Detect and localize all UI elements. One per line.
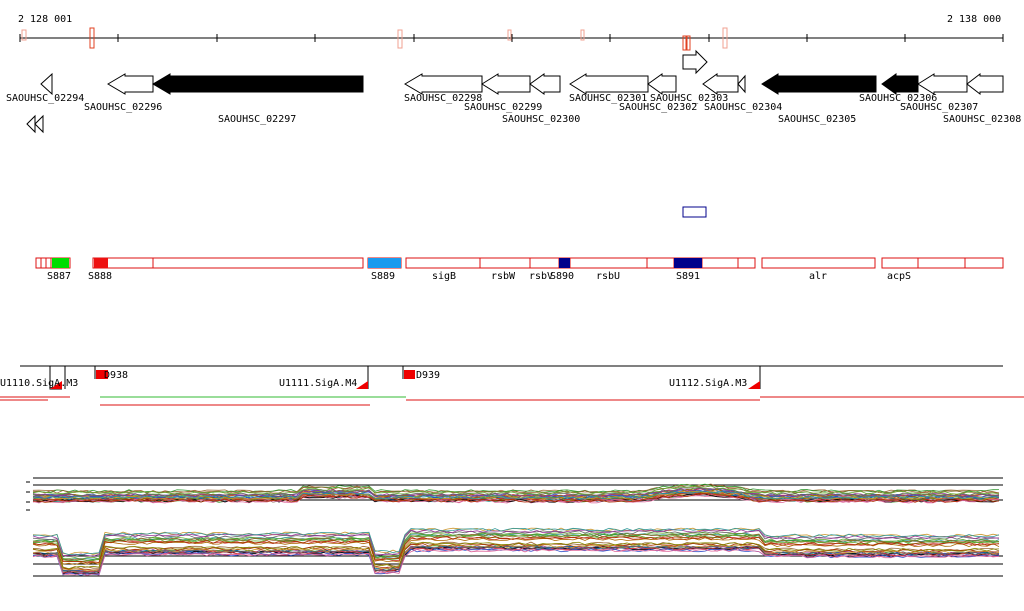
profile-line xyxy=(32,487,1000,497)
feature-label: S891 xyxy=(676,271,700,282)
profile-line xyxy=(32,492,1000,503)
gene-label: SAOUHSC_02305 xyxy=(778,114,856,125)
gene-label: SAOUHSC_02299 xyxy=(464,102,542,113)
tss-markers xyxy=(50,370,760,389)
gene-arrow[interactable] xyxy=(34,114,44,134)
transcript-label: U1111.SigA.M4 xyxy=(279,378,357,389)
gene-arrow[interactable] xyxy=(152,73,364,95)
gene-label: SAOUHSC_02297 xyxy=(218,114,296,125)
profile-group-top xyxy=(32,483,1000,504)
feature-block[interactable] xyxy=(674,258,702,268)
ruler-start-label: 2 128 001 xyxy=(18,14,72,25)
gene-arrow[interactable] xyxy=(40,72,53,96)
feature-block[interactable] xyxy=(559,258,570,268)
feature-label: alr xyxy=(809,271,827,282)
profile-line xyxy=(32,487,1000,497)
transcript-label: D939 xyxy=(416,370,440,381)
gene-label: SAOUHSC_02302 xyxy=(619,102,697,113)
expression-profiles xyxy=(26,477,1003,577)
gene-arrow[interactable] xyxy=(881,73,919,95)
profile-line xyxy=(32,541,1000,570)
feature-label: S890 xyxy=(550,271,574,282)
profile-line xyxy=(32,485,1000,495)
ruler-marks xyxy=(21,27,728,51)
gene-arrow[interactable] xyxy=(682,49,708,75)
transcript-label: U1110.SigA.M3 xyxy=(0,378,78,389)
transcript-lines xyxy=(0,396,1024,406)
feature-block[interactable] xyxy=(94,258,108,268)
feature-label: S889 xyxy=(371,271,395,282)
profile-line xyxy=(32,535,1000,564)
transcript-label: D938 xyxy=(104,370,128,381)
gene-label: SAOUHSC_02306 xyxy=(859,93,937,104)
feature-track: S887 S888 S889 sigB rsbW rsbV S890 rsbU … xyxy=(35,257,1004,282)
gene-arrow[interactable] xyxy=(761,73,877,95)
profile-line xyxy=(32,548,1000,576)
profile-line xyxy=(32,530,1000,558)
coordinate-ruler: 2 128 001 2 138 000 xyxy=(18,14,1004,51)
gene-arrow[interactable] xyxy=(404,73,483,95)
gene-arrow[interactable] xyxy=(569,73,649,95)
profile-line xyxy=(32,545,1000,574)
gene-label: SAOUHSC_02304 xyxy=(704,102,782,113)
profile-line xyxy=(32,541,1000,570)
gene-arrow[interactable] xyxy=(529,73,561,95)
ruler-end-label: 2 138 000 xyxy=(947,14,1001,25)
gene-label: SAOUHSC_02300 xyxy=(502,114,580,125)
gene-arrow[interactable] xyxy=(966,72,1004,96)
ruler-ticks xyxy=(19,34,1004,42)
transcript-track: U1110.SigA.M3 D938 U1111.SigA.M4 D939 U1… xyxy=(0,365,1024,406)
feature-label: S888 xyxy=(88,271,112,282)
gene-label: SAOUHSC_02308 xyxy=(943,114,1021,125)
axis-ticks xyxy=(26,481,30,511)
gene-arrow[interactable] xyxy=(26,114,36,134)
gene-label: SAOUHSC_02296 xyxy=(84,102,162,113)
profile-line xyxy=(32,529,1000,557)
feature-blocks xyxy=(52,258,702,268)
feature-labels: S887 S888 S889 sigB rsbW rsbV S890 rsbU … xyxy=(47,271,911,282)
gene-arrow[interactable] xyxy=(737,74,746,94)
gene-arrow[interactable] xyxy=(917,73,968,95)
profile-line xyxy=(32,490,1000,500)
profile-line xyxy=(32,548,999,576)
gene-label: SAOUHSC_02303 xyxy=(650,93,728,104)
profile-line xyxy=(32,534,1000,563)
feature-label: acpS xyxy=(887,271,911,282)
profile-group-bottom xyxy=(32,527,1000,576)
gene-arrow[interactable] xyxy=(481,73,531,95)
gene-label: SAOUHSC_02294 xyxy=(6,93,84,104)
gene-label: SAOUHSC_02307 xyxy=(900,102,978,113)
gene-label: SAOUHSC_02301 xyxy=(569,93,647,104)
profile-line xyxy=(32,533,1000,562)
feature-block[interactable] xyxy=(368,258,401,268)
feature-label: rsbV xyxy=(529,271,553,282)
gene-track: SAOUHSC_02294 SAOUHSC_02296 SAOUHSC_0229… xyxy=(6,49,1021,218)
feature-block[interactable] xyxy=(52,258,69,268)
gene-labels: SAOUHSC_02294 SAOUHSC_02296 SAOUHSC_0229… xyxy=(6,93,1021,125)
profile-line xyxy=(32,527,1000,556)
profile-line xyxy=(32,484,1000,494)
feature-label: rsbU xyxy=(596,271,620,282)
gene-arrows xyxy=(26,49,1004,134)
transcript-label: U1112.SigA.M3 xyxy=(669,378,747,389)
highlight-box[interactable] xyxy=(682,206,707,218)
feature-label: sigB xyxy=(432,271,456,282)
feature-label: S887 xyxy=(47,271,71,282)
gene-arrow[interactable] xyxy=(107,73,154,95)
gene-arrow[interactable] xyxy=(647,73,677,95)
feature-outlines xyxy=(35,257,1004,269)
gene-label: SAOUHSC_02298 xyxy=(404,93,482,104)
feature-label: rsbW xyxy=(491,271,516,282)
gene-arrow[interactable] xyxy=(702,73,739,95)
